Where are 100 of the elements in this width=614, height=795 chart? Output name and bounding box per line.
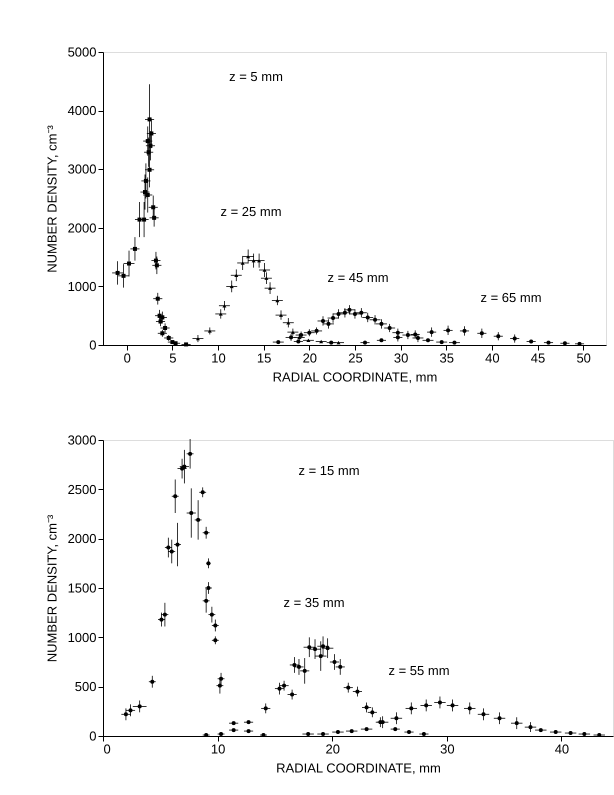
annotation: z = 35 mm [283,595,345,610]
x-tick-label: 0 [124,350,131,366]
point [342,310,347,315]
point [326,322,330,326]
point [232,728,236,732]
point [498,716,502,720]
point [528,725,532,730]
point [146,192,150,197]
point [128,708,133,712]
y-tick-label: 2000 [68,531,96,546]
point [148,117,152,122]
y-axis-title: NUMBER DENSITY, cm⁻³ [44,514,60,662]
point [438,700,442,704]
x-axis-title: RADIAL COORDINATE, mm [276,760,441,776]
x-tick-label: 10 [210,742,226,756]
point [562,341,567,346]
y-tick-label: 3000 [68,432,96,448]
point [160,315,164,320]
point [142,190,147,194]
annotation: z = 15 mm [298,463,360,478]
point [336,730,340,734]
point [290,692,294,697]
point [582,732,586,736]
point [363,340,367,345]
point [230,284,234,288]
point [306,338,310,342]
point [364,705,369,710]
annotation: z = 25 mm [220,204,282,219]
point [296,664,301,669]
point [264,706,268,710]
point [321,732,326,736]
point [132,246,137,251]
point [331,316,336,320]
y-tick-label: 1500 [68,580,96,596]
point [407,730,411,734]
x-tick-label: 30 [440,742,455,756]
point [424,703,428,708]
point [234,274,238,277]
point [286,321,290,324]
point [338,664,342,669]
point [409,706,414,710]
point [446,328,450,332]
point [514,721,519,726]
point [158,320,163,324]
point [546,340,550,345]
x-tick-label: 35 [440,350,454,366]
point [307,645,312,650]
point [359,310,364,315]
point [332,660,337,664]
point [355,690,360,694]
point [450,703,455,708]
point [416,336,420,340]
point [388,326,392,330]
point [568,731,573,736]
x-tick-label: 40 [485,350,500,366]
point [481,712,486,716]
point [292,662,296,667]
point [538,728,543,732]
point [189,511,194,516]
y-tick-label: 500 [74,679,96,694]
point [264,276,268,280]
point [452,340,456,345]
point [413,332,418,336]
point [152,216,156,220]
y-tick-label: 1000 [68,278,96,294]
y-tick-label: 0 [89,728,96,744]
point [529,339,534,344]
point [282,684,286,688]
point [279,313,284,317]
annotation: z = 65 mm [480,290,542,305]
y-tick-label: 4000 [68,103,96,118]
x-tick-label: 50 [576,350,591,366]
y-tick-label: 0 [89,338,96,352]
x-tick-label: 30 [394,350,408,366]
point [306,732,310,736]
point [336,312,341,316]
point [364,727,369,732]
point [296,339,300,344]
point [184,342,188,346]
point [154,258,158,263]
point [146,150,151,154]
point [232,721,236,726]
x-tick-label: 25 [348,350,363,366]
point [156,296,160,301]
annotation: z = 45 mm [327,270,389,285]
point [373,318,378,322]
point [352,312,357,316]
point [496,334,500,338]
x-tick-label: 15 [256,350,272,366]
x-tick-label: 5 [169,350,176,366]
point [146,139,150,144]
point [252,258,256,262]
point [440,340,444,344]
point [512,336,517,341]
point [276,340,280,344]
y-tick-label: 5000 [68,44,96,60]
point [148,168,152,172]
point [268,286,272,290]
point [321,318,326,323]
x-tick-label: 10 [211,350,226,366]
